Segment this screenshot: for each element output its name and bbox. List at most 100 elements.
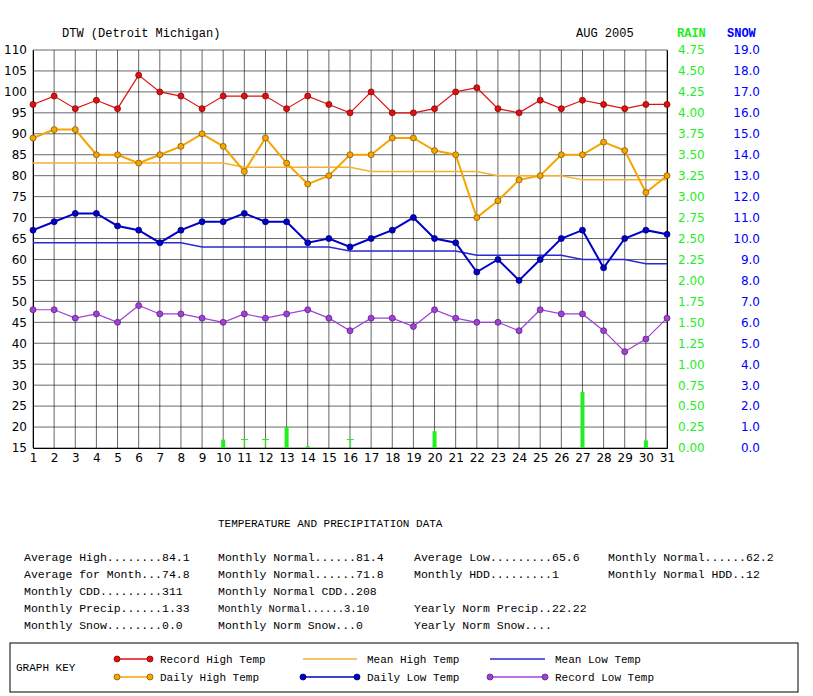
grid-line-x [645,50,646,448]
series-line [33,163,667,180]
tick-label: 110 [4,43,27,57]
series-marker [326,236,332,242]
rain-bar [52,448,56,449]
y2-axis-title: RAIN [677,27,706,41]
tick-label: 1 [30,451,38,465]
tick: 28 [596,448,611,465]
tick: 7 [156,448,164,465]
series-marker [622,349,628,355]
series-marker [178,93,184,99]
series-marker [93,210,99,216]
tick-label: 17 [364,451,379,465]
series-marker [558,106,564,112]
grid-line-x [582,50,583,448]
legend-marker [300,674,306,680]
tick-label: 4.50 [678,64,705,78]
series-line [33,75,667,113]
tick-label: 40 [12,337,27,351]
legend-entry: Daily Low Temp [300,672,459,684]
tick-label: 16.0 [733,106,760,120]
tick: 12 [258,448,273,465]
series-marker [284,106,290,112]
series-marker [453,240,459,246]
tick-label: 7 [156,451,164,465]
series-marker [199,106,205,112]
grid-line-y [33,364,667,365]
grid-line-x [328,50,329,448]
grid-line-x [159,50,160,448]
series-marker [579,227,585,233]
tick: 40 [12,337,33,351]
series-marker [368,89,374,95]
legend-line [303,658,357,660]
series-marker [136,227,142,233]
grid-line-x [54,50,55,448]
tick-label: 3.25 [678,169,705,183]
legend-entry: Record High Temp [114,654,266,666]
tick-label: 23 [491,451,506,465]
series-marker [178,311,184,317]
tick: 16 [343,448,358,465]
background [0,0,813,696]
chart-svg: DTW (Detroit Michigan)AUG 2005RAINSNOW15… [0,0,813,696]
tick-label: 8.0 [741,274,760,288]
series-marker [178,143,184,149]
tick-label: 24 [512,451,527,465]
tick-label: 15 [322,451,337,465]
tick-label: 9 [199,451,207,465]
series-marker [72,106,78,112]
legend-line [490,658,545,660]
grid-line-x [540,50,541,448]
series-marker [220,219,226,225]
series-marker [199,219,205,225]
series-marker [516,110,522,116]
tick-label: 10.0 [733,232,760,246]
tick-label: 3.75 [678,127,705,141]
tick-label: 75 [12,190,27,204]
series-marker [30,307,36,313]
tick-label: 5 [114,451,122,465]
series-marker [284,219,290,225]
series-marker [537,97,543,103]
tick: 5 [114,448,122,465]
tick: 70 [12,211,33,225]
tick-label: 12.0 [733,190,760,204]
series-marker [558,152,564,158]
tick: 8 [178,448,186,465]
series-marker [30,135,36,141]
tick-label: 3 [72,451,80,465]
tick-label: 19 [406,451,421,465]
tick: 2.00 [667,274,705,288]
tick: 35 [12,358,33,372]
series-marker [262,315,268,321]
series-line [33,243,667,264]
tick-label: 25 [533,451,548,465]
legend-label: Record Low Temp [555,672,654,684]
series-marker [51,219,57,225]
tick-label: 100 [4,85,27,99]
tick-label: 28 [596,451,611,465]
table-cell: Monthly Normal......62.2 [608,551,774,564]
grid-line-y [33,322,667,323]
series-marker [643,189,649,195]
series-marker [284,160,290,166]
series-marker [664,101,670,107]
series-line [33,213,667,280]
legend-entry: Mean Low Temp [490,654,641,666]
rain-bar [454,448,458,449]
tick: 26 [554,448,569,465]
tick: 4.50 [667,64,705,78]
series-marker [368,315,374,321]
tick: 29 [618,448,633,465]
rain-bar [517,448,521,449]
legend: GRAPH KEYRecord High TempMean High TempM… [10,643,798,692]
tick: 9 [199,448,207,465]
series-marker [368,236,374,242]
tick-label: 9.0 [741,253,760,267]
series-marker [115,223,121,229]
chart-subtitle: AUG 2005 [576,27,634,41]
table-cell: Monthly CDD.........311 [24,585,183,598]
tick: 0.75 [667,378,705,392]
tick-label: 11 [237,451,252,465]
table-cell: Monthly Normal......71.8 [218,568,384,581]
